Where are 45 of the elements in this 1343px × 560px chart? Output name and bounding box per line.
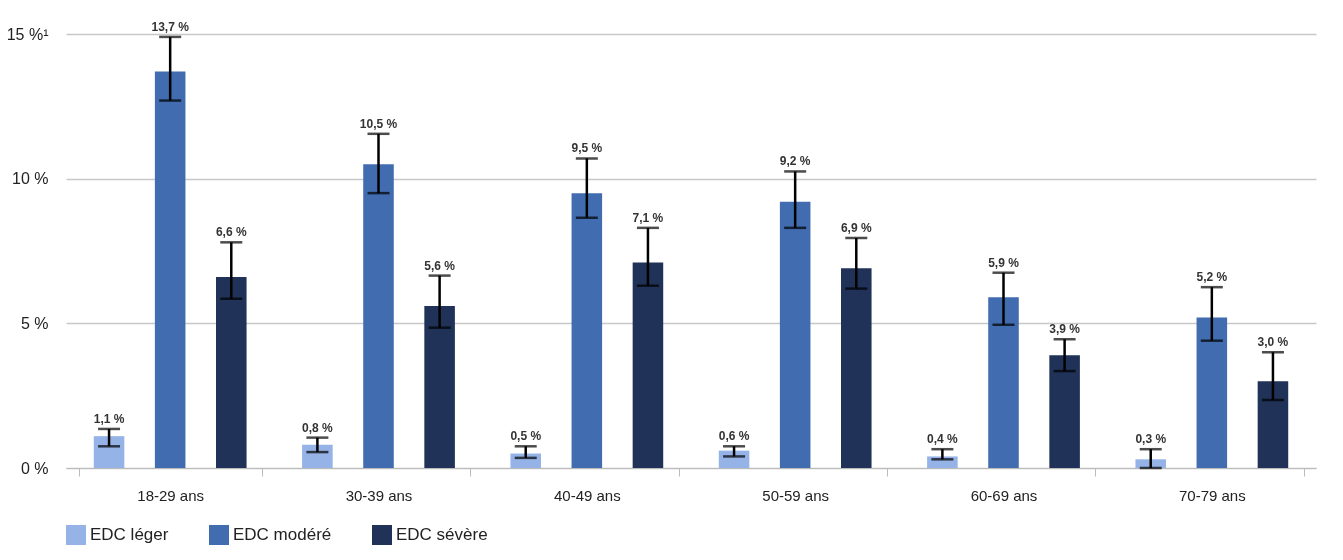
x-tick-label: 30-39 ans: [345, 486, 413, 504]
bar: [424, 305, 455, 468]
bar: [302, 444, 333, 468]
y-tick-label: 5 %: [20, 314, 49, 332]
x-tick-label: 50-59 ans: [762, 486, 830, 504]
bar: [154, 71, 186, 468]
y-tick-label: 0 %: [20, 459, 49, 477]
y-tick-label: 15 %¹: [6, 25, 49, 43]
x-tick-label: 18-29 ans: [137, 486, 205, 504]
data-label: 0,3 %: [1135, 432, 1167, 447]
x-tick-label: 70-79 ans: [1178, 486, 1246, 504]
data-label: 5,2 %: [1196, 270, 1228, 285]
data-label: 13,7 %: [151, 19, 190, 34]
bar: [1049, 355, 1080, 468]
bar: [216, 277, 247, 468]
data-label: 3,9 %: [1049, 322, 1081, 337]
x-tick-label: 40-49 ans: [553, 486, 621, 504]
data-label: 9,5 %: [571, 141, 603, 156]
x-tick-label: 60-69 ans: [970, 486, 1038, 504]
data-label: 1,1 %: [93, 411, 125, 426]
bar: [571, 193, 603, 468]
bar: [1257, 381, 1289, 468]
legend-label: EDC sévère: [396, 525, 488, 544]
data-label: 3,0 %: [1257, 335, 1289, 350]
legend-label: EDC léger: [90, 525, 169, 544]
bar: [988, 297, 1019, 468]
data-label: 5,9 %: [988, 255, 1020, 270]
bar: [841, 268, 872, 468]
data-label: 5,6 %: [424, 258, 456, 273]
bar: [632, 262, 664, 468]
data-label: 0,5 %: [510, 429, 542, 444]
data-label: 0,8 %: [302, 420, 334, 435]
legend-label: EDC modéré: [233, 525, 332, 544]
bar: [779, 201, 811, 468]
y-tick-label: 10 %: [12, 170, 49, 188]
data-label: 7,1 %: [632, 210, 664, 225]
bar: [93, 436, 125, 468]
bar: [363, 164, 394, 468]
data-label: 6,6 %: [215, 225, 247, 240]
data-label: 9,2 %: [779, 154, 811, 169]
data-label: 10,5 %: [359, 116, 398, 131]
bar: [1196, 317, 1228, 468]
data-label: 6,9 %: [840, 220, 872, 235]
data-label: 0,4 %: [927, 432, 959, 447]
data-label: 0,6 %: [718, 429, 750, 444]
